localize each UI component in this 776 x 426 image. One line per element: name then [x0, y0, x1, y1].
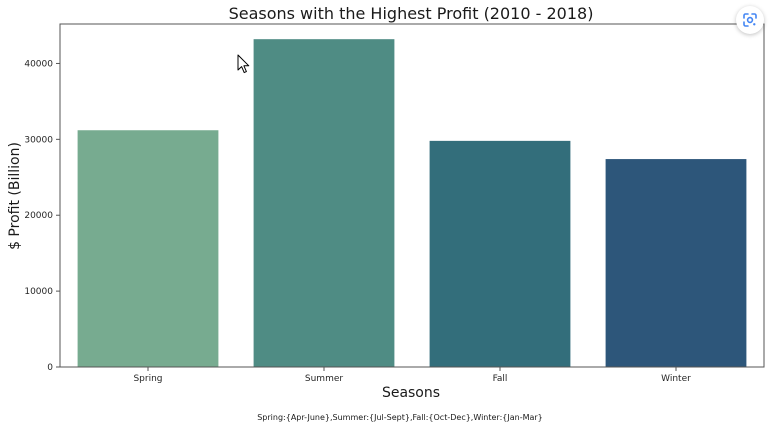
bars-layer — [77, 39, 747, 367]
bar-fall — [429, 140, 571, 367]
x-axis-title: Seasons — [382, 385, 440, 401]
plot-frame — [59, 23, 765, 368]
x-tick-label: Spring — [133, 374, 162, 384]
y-tick-label: 30000 — [24, 135, 53, 145]
y-tick-label: 20000 — [24, 211, 53, 221]
bar-summer — [253, 39, 395, 367]
ticks-layer: Spring Summer Fall Winter 0 10000 20000 30000 40… — [24, 59, 691, 384]
google-lens-icon — [743, 13, 757, 27]
y-tick-label: 40000 — [24, 59, 53, 69]
lens-button[interactable] — [736, 6, 764, 34]
y-axis-title: $ Profit (Billion) — [7, 142, 23, 250]
chart-title: Seasons with the Highest Profit (2010 - … — [229, 4, 594, 23]
x-tick-label: Fall — [493, 374, 508, 384]
x-tick-label: Summer — [305, 374, 343, 384]
bar-spring — [77, 130, 219, 367]
y-tick-label: 10000 — [24, 287, 53, 297]
y-tick-label: 0 — [47, 363, 53, 373]
bar-winter — [605, 159, 747, 367]
season-footnote: Spring:{Apr-June},Summer:{Jul-Sept},Fall… — [257, 413, 543, 422]
x-tick-label: Winter — [661, 374, 691, 384]
